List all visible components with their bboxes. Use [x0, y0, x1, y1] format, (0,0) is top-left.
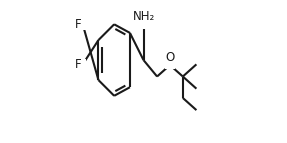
- Bar: [136, 17, 151, 29]
- Text: F: F: [75, 18, 81, 31]
- Text: O: O: [165, 51, 174, 64]
- Bar: [165, 58, 175, 69]
- Text: F: F: [75, 58, 81, 71]
- Bar: [76, 59, 86, 70]
- Bar: [76, 19, 86, 30]
- Text: NH₂: NH₂: [132, 10, 155, 23]
